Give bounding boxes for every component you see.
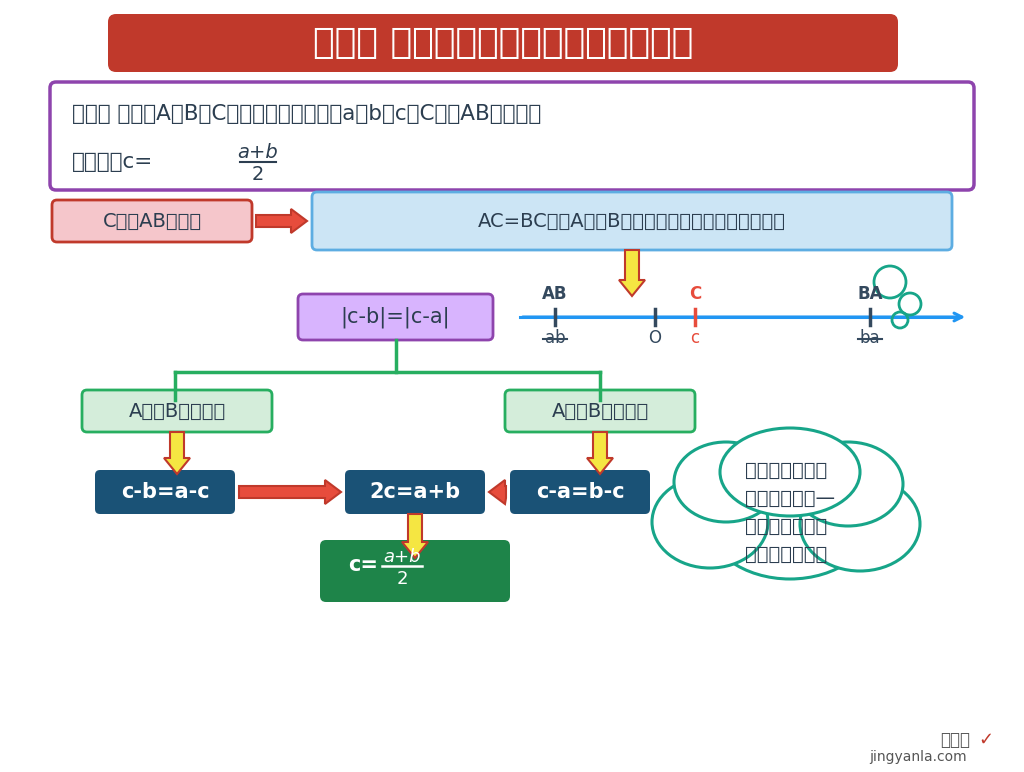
Ellipse shape <box>800 477 920 571</box>
Text: 拓展： 数轴上中点坐标公式的推导证明: 拓展： 数轴上中点坐标公式的推导证明 <box>313 26 693 60</box>
Polygon shape <box>164 432 190 474</box>
Text: 2: 2 <box>396 570 408 588</box>
Text: a+b: a+b <box>238 143 279 161</box>
Text: BA: BA <box>857 285 883 303</box>
Text: c-b=a-c: c-b=a-c <box>121 482 209 502</box>
Polygon shape <box>489 480 506 504</box>
Text: AC=BC（设A点在B点的左侧；反之证明方法相同）: AC=BC（设A点在B点的左侧；反之证明方法相同） <box>478 212 786 231</box>
FancyBboxPatch shape <box>319 540 510 602</box>
FancyBboxPatch shape <box>312 192 952 250</box>
Ellipse shape <box>652 476 768 568</box>
Text: ✓: ✓ <box>978 731 993 749</box>
Text: 绝对值，数轴知
识的综合应用—
初一年级必须打
好基础理解记忆: 绝对值，数轴知 识的综合应用— 初一年级必须打 好基础理解记忆 <box>744 461 835 564</box>
Text: A点在B点的左侧: A点在B点的左侧 <box>551 401 648 421</box>
Polygon shape <box>587 432 613 474</box>
Ellipse shape <box>793 442 903 526</box>
Text: C点是AB的中点: C点是AB的中点 <box>102 212 202 231</box>
Text: AB: AB <box>543 285 567 303</box>
Polygon shape <box>239 480 341 504</box>
Text: A点在B点的右侧: A点在B点的右侧 <box>128 401 225 421</box>
Text: 2: 2 <box>252 164 264 184</box>
Text: c: c <box>690 329 699 347</box>
FancyBboxPatch shape <box>298 294 493 340</box>
Text: c=: c= <box>348 555 378 575</box>
FancyBboxPatch shape <box>52 200 252 242</box>
Text: jingyanla.com: jingyanla.com <box>869 750 967 764</box>
FancyBboxPatch shape <box>505 390 695 432</box>
Polygon shape <box>256 209 307 233</box>
FancyBboxPatch shape <box>50 82 974 190</box>
Text: 经验啦: 经验啦 <box>940 731 970 749</box>
Text: c-a=b-c: c-a=b-c <box>536 482 625 502</box>
FancyBboxPatch shape <box>510 470 650 514</box>
Ellipse shape <box>674 442 778 522</box>
Text: O: O <box>648 329 662 347</box>
Text: |c-b|=|c-a|: |c-b|=|c-a| <box>341 306 451 328</box>
Ellipse shape <box>705 455 874 579</box>
FancyBboxPatch shape <box>108 14 898 72</box>
Text: 试说明：c=: 试说明：c= <box>72 152 154 172</box>
Ellipse shape <box>720 428 860 516</box>
Polygon shape <box>402 514 428 558</box>
Text: ba: ba <box>860 329 881 347</box>
Polygon shape <box>618 250 645 296</box>
Text: C: C <box>689 285 701 303</box>
FancyBboxPatch shape <box>82 390 272 432</box>
Text: ab: ab <box>545 329 565 347</box>
Text: 2c=a+b: 2c=a+b <box>370 482 461 502</box>
FancyBboxPatch shape <box>345 470 485 514</box>
Text: 如图： 数轴上A、B、C三点对应的数分别是a、b、c，C点是AB的中点，: 如图： 数轴上A、B、C三点对应的数分别是a、b、c，C点是AB的中点， <box>72 104 542 124</box>
Text: a+b: a+b <box>383 548 421 566</box>
FancyBboxPatch shape <box>95 470 234 514</box>
